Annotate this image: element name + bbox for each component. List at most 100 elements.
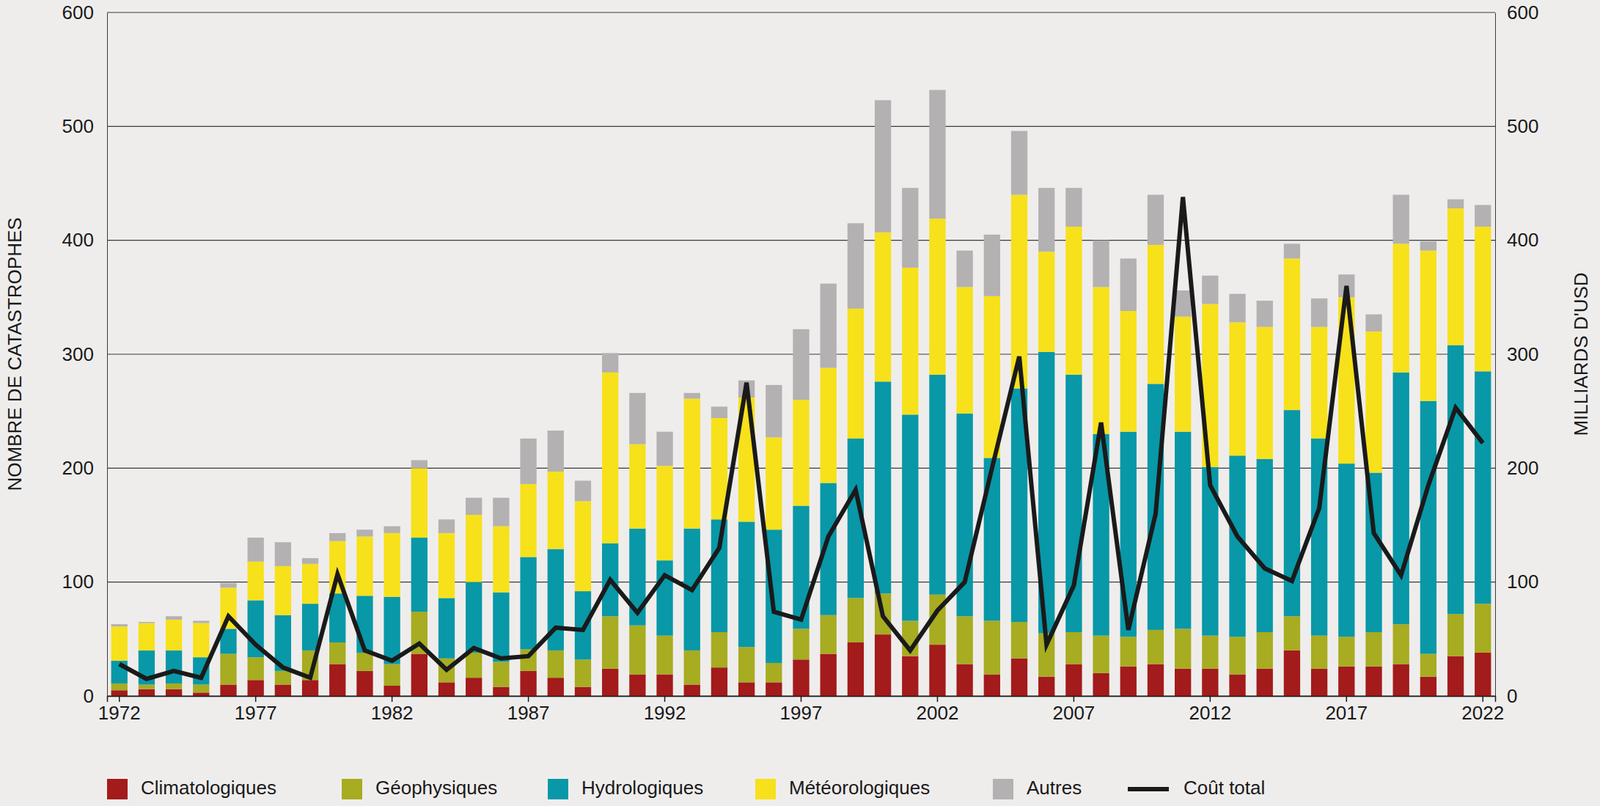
bar [1147, 244, 1164, 385]
bar [1474, 652, 1491, 696]
bar [1228, 673, 1246, 696]
legend-label: Climatologiques [140, 776, 277, 799]
tick: 1992 [643, 695, 687, 724]
bar [302, 558, 319, 564]
bar [138, 689, 155, 696]
tick-label: 1977 [234, 701, 278, 724]
bar [574, 500, 592, 592]
bar [656, 465, 673, 561]
bar [1393, 372, 1410, 625]
legend-item: Météorologiques [755, 776, 930, 800]
bar [165, 683, 182, 690]
bar [274, 566, 292, 616]
bar [1201, 668, 1218, 696]
bar [356, 670, 373, 696]
bar [1038, 251, 1055, 352]
bar [1174, 290, 1191, 317]
legend-label: Hydrologiques [581, 776, 704, 799]
bar [602, 668, 619, 696]
bar [465, 652, 482, 678]
tick-label: 600 [62, 1, 94, 24]
bar [1228, 636, 1246, 674]
bar [465, 514, 482, 583]
bar [820, 368, 837, 484]
bar [820, 654, 837, 696]
bar [1092, 635, 1109, 674]
tick: 1997 [780, 695, 823, 724]
bar [411, 654, 428, 696]
legend-swatch [992, 778, 1014, 800]
bar [492, 592, 509, 663]
tick-label: 0 [1506, 684, 1518, 707]
y-axis-title: NOMBRE DE CATASTROPHES [3, 217, 26, 491]
legend-label: Météorologiques [789, 776, 930, 799]
bar [1283, 243, 1301, 259]
tick-label: 2022 [1461, 701, 1504, 724]
bar [492, 661, 509, 687]
bar [302, 603, 319, 651]
bar [984, 457, 1001, 621]
tick-mark [1073, 695, 1075, 702]
bar [984, 620, 1001, 674]
tick: 500 [1495, 115, 1539, 138]
bar [984, 296, 1001, 459]
bar [1447, 208, 1464, 345]
bar [1474, 603, 1491, 653]
axis-line [1495, 13, 1496, 697]
bar [956, 286, 973, 413]
bar [247, 537, 264, 562]
bar [1065, 664, 1082, 696]
tick-label: 1997 [780, 701, 823, 724]
bar [1256, 459, 1273, 633]
bar [1447, 345, 1464, 615]
bar [1038, 676, 1055, 696]
bar [165, 615, 182, 620]
bar [138, 621, 155, 624]
tick-label: 400 [62, 228, 94, 251]
bar [901, 187, 919, 268]
bar [574, 659, 592, 687]
bar [1447, 613, 1464, 656]
bar [1201, 275, 1218, 305]
grid-line [107, 11, 1496, 13]
tick-label: 1987 [507, 701, 550, 724]
bar [1092, 673, 1109, 696]
bar [1120, 310, 1137, 432]
bar [956, 250, 973, 288]
bar [302, 679, 319, 696]
bar [1283, 258, 1301, 411]
bar [274, 541, 292, 567]
bar [1228, 294, 1246, 323]
bar [1038, 187, 1055, 252]
bar [329, 533, 346, 542]
bar [765, 437, 782, 530]
bar [1365, 632, 1382, 667]
bar [1365, 314, 1382, 332]
tick-label: 2012 [1188, 701, 1232, 724]
bar [929, 90, 946, 220]
bar [547, 430, 564, 472]
tick-mark [118, 695, 121, 702]
bar [1311, 298, 1328, 328]
bar [874, 381, 891, 594]
tick-label: 2017 [1325, 701, 1368, 724]
bar [1120, 636, 1137, 666]
tick: 500 [62, 115, 108, 138]
bar [165, 619, 182, 651]
bar [574, 687, 592, 696]
axis-line [107, 696, 1496, 703]
y2-axis: 0100200300400500600 [1495, 1, 1539, 707]
tick-label: 100 [62, 570, 94, 593]
bar [192, 684, 209, 693]
bar [901, 656, 919, 696]
bar [1393, 664, 1410, 696]
bar [492, 526, 509, 593]
background [0, 0, 1600, 806]
tick: 300 [1495, 343, 1539, 366]
legend: ClimatologiquesGéophysiquesHydrologiques… [107, 776, 1265, 800]
bar [656, 560, 673, 636]
bar [1011, 131, 1028, 196]
bar [711, 632, 728, 668]
tick: 1987 [507, 695, 550, 724]
bar [1365, 331, 1382, 473]
